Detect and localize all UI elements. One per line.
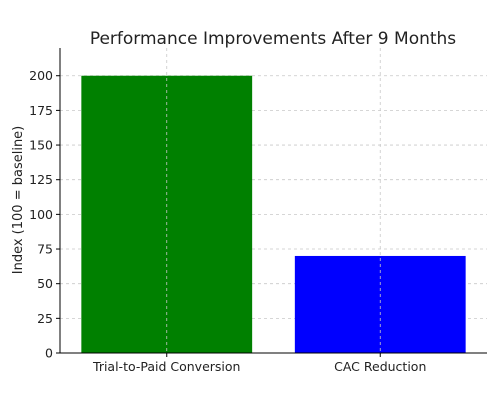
y-tick-label: 125 <box>29 172 53 187</box>
chart-title: Performance Improvements After 9 Months <box>90 29 456 49</box>
y-tick-label: 200 <box>29 68 53 83</box>
y-ticks: 0 25 50 75 100 125 150 175 200 <box>29 68 60 361</box>
y-tick-label: 25 <box>37 311 53 326</box>
bars <box>81 48 466 354</box>
y-tick-label: 175 <box>29 103 53 118</box>
x-ticks: Trial-to-Paid Conversion CAC Reduction <box>92 353 426 374</box>
x-tick-label: Trial-to-Paid Conversion <box>92 359 240 374</box>
y-axis-label: Index (100 = baseline) <box>11 126 26 274</box>
y-tick-label: 100 <box>29 207 53 222</box>
axes <box>59 48 487 354</box>
x-tick-label: CAC Reduction <box>334 359 426 374</box>
y-tick-label: 75 <box>37 242 53 257</box>
y-tick-label: 50 <box>37 276 53 291</box>
bar-1 <box>81 75 253 354</box>
y-tick-label: 0 <box>45 346 53 361</box>
y-tick-label: 150 <box>29 138 53 153</box>
